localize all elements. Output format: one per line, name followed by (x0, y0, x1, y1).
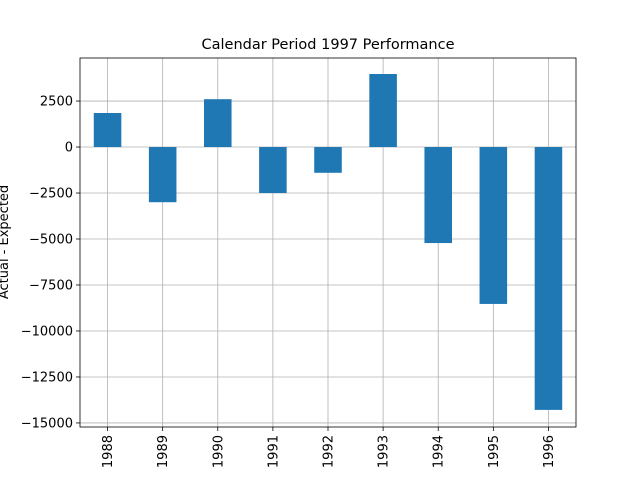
y-tick-label: −2500 (29, 187, 73, 202)
x-tick-label: 1991 (266, 435, 281, 468)
bar (479, 147, 508, 304)
plot-frame (79, 57, 577, 428)
bar (148, 147, 177, 203)
y-tick-label: 2500 (40, 95, 73, 110)
x-tick-label: 1990 (211, 435, 226, 468)
bar (534, 147, 563, 410)
x-tick-label: 1988 (101, 435, 116, 468)
bar (93, 113, 122, 148)
bar (424, 147, 452, 244)
y-tick-label: −12500 (21, 370, 73, 385)
bar (259, 147, 287, 194)
x-tick-label: 1993 (377, 435, 392, 468)
y-tick-label: 0 (65, 141, 73, 156)
y-axis-label: Actual - Expected (0, 185, 12, 299)
x-tick-label: 1995 (487, 435, 502, 468)
bar (369, 74, 397, 148)
x-tick-label: 1989 (156, 435, 171, 468)
x-tick-label: 1992 (322, 435, 337, 468)
marks (93, 74, 563, 410)
chart-title: Calendar Period 1997 Performance (201, 37, 454, 53)
x-tick-label: 1996 (542, 435, 557, 468)
y-tick-label: −5000 (29, 233, 73, 248)
bar (314, 147, 342, 173)
bar (204, 99, 232, 148)
y-tick-label: −10000 (21, 324, 73, 339)
x-tick-label: 1994 (432, 435, 447, 468)
y-tick-label: −7500 (29, 278, 73, 293)
y-tick-label: −15000 (21, 416, 73, 431)
